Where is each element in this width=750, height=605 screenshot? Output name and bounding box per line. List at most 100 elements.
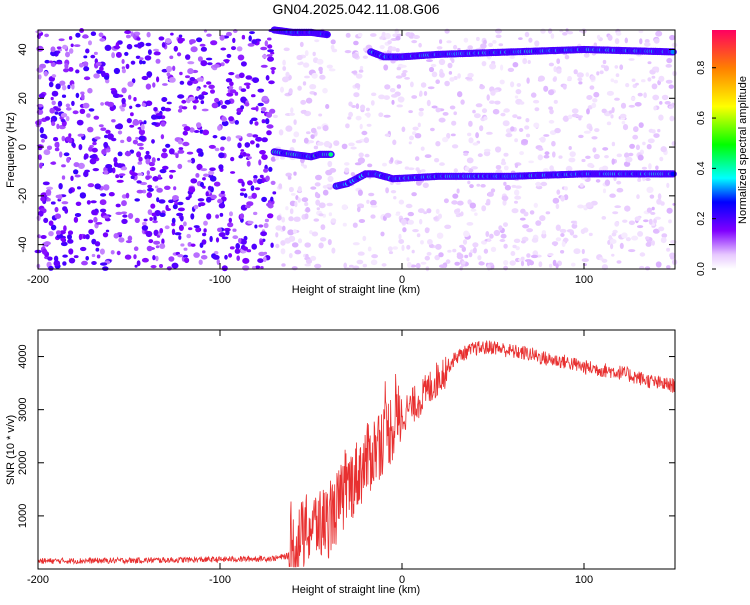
x-tick-label: -100	[209, 274, 231, 286]
noise-blob	[142, 189, 147, 194]
noise-blob	[182, 254, 189, 258]
noise-blob	[132, 139, 138, 145]
noise-blob	[289, 112, 295, 116]
noise-blob	[666, 57, 673, 64]
noise-blob	[583, 130, 591, 134]
noise-blob	[624, 205, 631, 212]
noise-blob	[234, 91, 239, 96]
noise-blob	[651, 206, 655, 211]
noise-blob	[152, 82, 156, 88]
noise-blob	[464, 166, 470, 172]
noise-blob	[136, 142, 144, 147]
noise-blob	[426, 59, 433, 62]
noise-blob	[57, 48, 62, 52]
noise-blob	[391, 94, 398, 98]
noise-blob	[61, 135, 66, 142]
noise-blob	[571, 113, 580, 118]
noise-blob	[184, 257, 190, 264]
noise-blob	[242, 151, 247, 157]
noise-blob	[624, 37, 628, 44]
noise-blob	[486, 131, 493, 135]
noise-blob	[146, 245, 153, 252]
noise-blob	[128, 94, 132, 100]
noise-blob	[145, 83, 152, 90]
noise-blob	[652, 66, 660, 72]
noise-blob	[198, 202, 202, 207]
noise-blob	[120, 166, 128, 171]
noise-blob	[614, 205, 622, 209]
noise-blob	[316, 126, 322, 130]
colorbar-gradient	[712, 30, 736, 269]
noise-blob	[293, 119, 297, 125]
noise-blob	[493, 229, 501, 237]
noise-blob	[503, 108, 510, 113]
noise-blob	[555, 203, 560, 210]
noise-blob	[55, 83, 61, 90]
noise-blob	[342, 222, 347, 227]
noise-blob	[156, 157, 161, 161]
noise-blob	[345, 123, 350, 129]
noise-blob	[405, 203, 413, 209]
noise-blob	[587, 105, 593, 110]
noise-blob	[358, 69, 364, 73]
noise-blob	[391, 46, 397, 52]
noise-blob	[400, 218, 407, 225]
noise-blob	[502, 120, 510, 127]
noise-blob	[290, 107, 294, 114]
noise-blob	[500, 64, 504, 71]
noise-blob	[398, 199, 405, 205]
noise-blob	[223, 59, 230, 63]
noise-blob	[288, 216, 294, 222]
noise-blob	[230, 171, 236, 174]
noise-blob	[229, 211, 233, 217]
noise-blob	[581, 258, 589, 262]
noise-blob	[477, 153, 483, 158]
noise-blob	[419, 90, 423, 97]
noise-blob	[181, 99, 187, 104]
noise-blob	[266, 202, 273, 207]
noise-blob	[187, 61, 195, 65]
noise-blob	[614, 97, 620, 101]
noise-blob	[442, 136, 449, 143]
noise-blob	[106, 101, 115, 107]
noise-blob	[566, 31, 574, 35]
noise-blob	[396, 160, 403, 164]
noise-blob	[619, 242, 624, 249]
noise-blob	[370, 259, 378, 266]
noise-blob	[454, 211, 459, 215]
noise-blob	[457, 91, 463, 98]
noise-blob	[514, 189, 520, 196]
noise-blob	[420, 261, 427, 265]
noise-blob	[468, 137, 474, 144]
noise-blob	[48, 81, 54, 88]
noise-blob	[39, 127, 44, 134]
noise-blob	[185, 54, 191, 60]
noise-blob	[303, 164, 307, 169]
noise-blob	[141, 75, 149, 81]
noise-blob	[564, 54, 570, 60]
noise-blob	[109, 105, 115, 112]
noise-blob	[348, 142, 355, 147]
noise-blob	[247, 180, 253, 186]
noise-blob	[285, 172, 293, 177]
noise-blob	[391, 99, 395, 105]
noise-blob	[592, 147, 597, 153]
noise-blob	[328, 212, 333, 217]
noise-blob	[234, 120, 239, 125]
noise-blob	[487, 238, 491, 243]
noise-blob	[177, 94, 185, 99]
noise-blob	[660, 201, 665, 206]
noise-blob	[628, 220, 636, 226]
noise-blob	[121, 59, 125, 64]
noise-blob	[653, 105, 657, 111]
noise-blob	[625, 83, 630, 88]
noise-blob	[88, 219, 94, 224]
noise-blob	[99, 199, 107, 206]
spectrogram-x-label: Height of straight line (km)	[292, 284, 420, 296]
noise-blob	[285, 125, 293, 132]
noise-blob	[580, 228, 586, 235]
noise-blob	[447, 249, 452, 253]
noise-blob	[152, 176, 159, 182]
noise-blob	[514, 200, 518, 204]
noise-blob	[418, 107, 424, 112]
